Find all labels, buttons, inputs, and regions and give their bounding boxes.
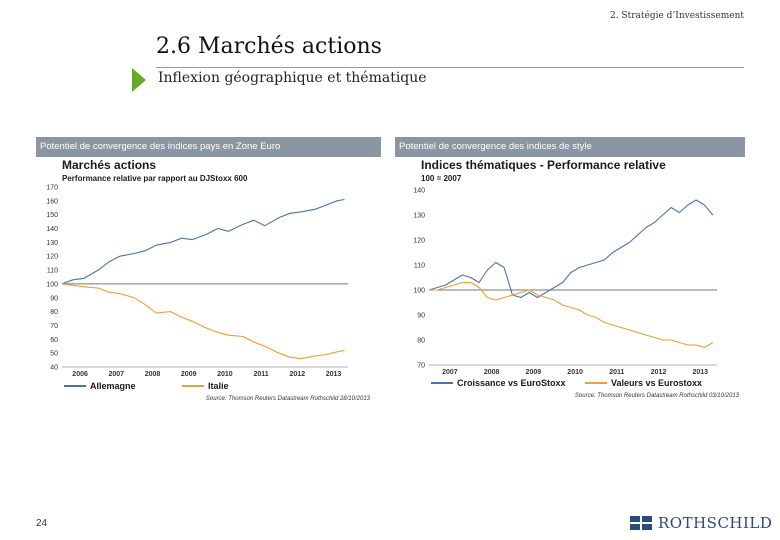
chart-title: Indices thématiques - Performance relati… [421,158,666,172]
legend-label-1: Allemagne [90,381,136,391]
y-tick-label: 80 [50,309,58,316]
chart-title: Marchés actions [62,158,156,172]
series-line-1 [61,198,345,285]
y-tick-label: 140 [46,226,58,233]
y-tick-label: 150 [46,212,58,219]
x-tick-label: 2012 [651,369,667,376]
y-tick-label: 120 [46,254,58,261]
series-line-1 [428,199,714,299]
series-line-2 [429,281,714,349]
y-tick-label: 100 [413,288,425,295]
y-tick-label: 70 [50,323,58,330]
page-number: 24 [36,518,48,529]
style-indices-chart: Indices thématiques - Performance relati… [413,158,740,399]
x-tick-label: 2008 [145,371,161,378]
x-tick-label: 2011 [254,371,269,378]
x-tick-label: 2013 [693,369,709,376]
x-tick-label: 2009 [526,369,542,376]
y-tick-label: 110 [414,263,425,270]
y-tick-label: 40 [50,365,58,372]
y-tick-label: 100 [46,281,58,288]
x-tick-label: 2012 [290,371,306,378]
y-tick-label: 170 [46,185,58,192]
legend-label-2: Italie [208,381,229,391]
chart-source: Source: Thomson Reuters Datastream Roths… [206,396,371,402]
page-subtitle: Inflexion géographique et thématique [158,70,427,86]
logo-text: ROTHSCHILD [658,514,773,532]
x-tick-label: 2006 [72,371,88,378]
chart-source: Source: Thomson Reuters Datastream Roths… [575,393,740,399]
right-panel-label: Potentiel de convergence des indices de … [395,137,745,157]
x-tick-label: 2010 [217,371,233,378]
y-tick-label: 130 [46,240,58,247]
y-tick-label: 80 [417,338,425,345]
title-divider [156,67,744,68]
section-label: 2. Stratégie d’Investissement [609,11,744,21]
x-tick-label: 2007 [442,369,458,376]
y-tick-label: 140 [413,188,425,195]
legend-label-2: Valeurs vs Eurostoxx [611,378,702,388]
y-tick-label: 60 [50,337,58,344]
series-line-2 [61,283,345,360]
y-tick-label: 110 [47,268,58,275]
rothschild-logo: ROTHSCHILD [630,514,772,532]
y-tick-label: 50 [50,351,58,358]
chart-subtitle: Performance relative par rapport au DJSt… [62,174,248,183]
page-title: 2.6 Marchés actions [156,34,382,59]
y-tick-label: 130 [413,213,425,220]
x-tick-label: 2007 [109,371,125,378]
arrow-icon [132,68,146,92]
x-tick-label: 2009 [181,371,197,378]
y-tick-label: 160 [46,198,58,205]
y-tick-label: 90 [50,295,58,302]
y-tick-label: 90 [417,313,425,320]
x-tick-label: 2008 [484,369,500,376]
x-tick-label: 2013 [326,371,342,378]
legend-label-1: Croissance vs EuroStoxx [457,378,566,388]
y-tick-label: 70 [417,363,425,370]
country-indices-chart: Marchés actions Performance relative par … [46,158,371,402]
x-tick-label: 2011 [609,369,624,376]
left-panel-label: Potentiel de convergence des indices pay… [36,137,381,157]
chart-subtitle: 100 = 2007 [421,174,462,183]
x-tick-label: 2010 [567,369,583,376]
y-tick-label: 120 [413,238,425,245]
logo-flag-icon [630,516,652,530]
